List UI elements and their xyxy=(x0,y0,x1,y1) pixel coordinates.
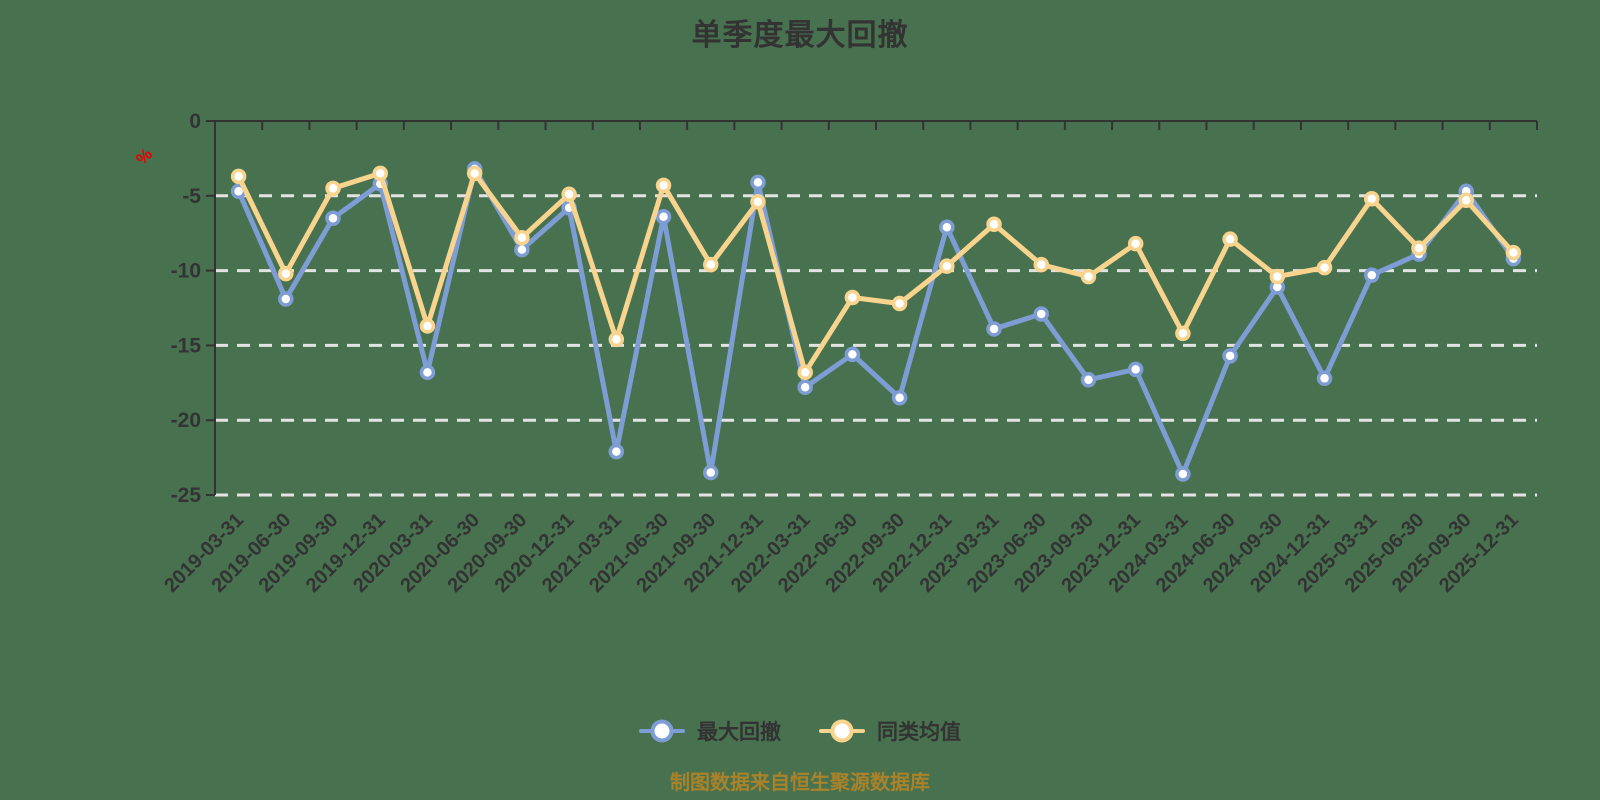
y-axis-label: -10 xyxy=(171,260,201,283)
data-point-marker[interactable] xyxy=(1269,268,1286,285)
data-point-marker[interactable] xyxy=(466,165,483,182)
data-point-marker[interactable] xyxy=(514,241,530,258)
data-point-marker[interactable] xyxy=(891,295,908,312)
data-point-marker[interactable] xyxy=(325,210,341,226)
data-point-marker[interactable] xyxy=(844,289,861,306)
data-point-marker[interactable] xyxy=(372,165,388,182)
data-point-marker[interactable] xyxy=(797,364,813,381)
data-point-marker[interactable] xyxy=(844,346,861,363)
y-axis-label: -15 xyxy=(171,334,202,357)
data-point-marker[interactable] xyxy=(655,208,672,225)
data-point-marker[interactable] xyxy=(561,186,577,203)
series-line-0 xyxy=(236,166,1516,477)
data-point-marker[interactable] xyxy=(1364,191,1380,207)
data-source-note: 制图数据来自恒生聚源数据库 xyxy=(670,772,930,794)
data-point-marker[interactable] xyxy=(1411,240,1427,256)
chart-title: 单季度最大回撤 xyxy=(691,19,909,52)
data-point-marker[interactable] xyxy=(608,443,625,460)
data-point-marker[interactable] xyxy=(1222,231,1238,247)
data-point-marker[interactable] xyxy=(608,331,625,348)
data-point-marker[interactable] xyxy=(419,364,436,381)
data-point-marker[interactable] xyxy=(514,229,530,246)
data-point-marker[interactable] xyxy=(939,258,955,274)
data-point-marker[interactable] xyxy=(1175,466,1191,482)
data-point-marker[interactable] xyxy=(278,265,294,282)
data-point-marker[interactable] xyxy=(1458,192,1474,209)
data-point-marker[interactable] xyxy=(750,194,766,210)
legend-item-max-drawdown[interactable]: 最大回撤 xyxy=(639,716,781,746)
data-point-marker[interactable] xyxy=(655,177,672,194)
data-point-marker[interactable] xyxy=(703,464,719,481)
data-point-marker[interactable] xyxy=(986,216,1002,232)
data-point-marker[interactable] xyxy=(703,256,719,273)
data-point-marker[interactable] xyxy=(1033,256,1049,273)
data-point-marker[interactable] xyxy=(797,379,813,396)
y-axis-label: -20 xyxy=(171,409,201,432)
y-axis-label: 0 xyxy=(189,110,201,133)
legend-label-max-drawdown: 最大回撤 xyxy=(697,721,781,744)
line-circle-marker-icon xyxy=(639,719,685,743)
data-point-marker[interactable] xyxy=(1316,370,1333,387)
data-point-marker[interactable] xyxy=(1080,372,1097,388)
data-point-marker[interactable] xyxy=(1316,259,1333,276)
data-point-marker[interactable] xyxy=(1175,325,1191,342)
data-point-marker[interactable] xyxy=(939,219,955,235)
data-point-marker[interactable] xyxy=(1222,348,1238,364)
data-point-marker[interactable] xyxy=(1033,306,1049,322)
data-point-marker[interactable] xyxy=(278,291,294,307)
legend-item-category-average[interactable]: 同类均值 xyxy=(819,716,961,746)
y-axis-label: -5 xyxy=(182,185,201,208)
data-point-marker[interactable] xyxy=(891,390,908,406)
data-point-marker[interactable] xyxy=(1364,267,1380,283)
legend: 最大回撤 同类均值 xyxy=(0,716,1600,746)
data-point-marker[interactable] xyxy=(1080,268,1097,285)
line-circle-marker-icon xyxy=(819,719,865,743)
data-point-marker[interactable] xyxy=(1505,244,1522,261)
data-point-marker[interactable] xyxy=(1127,235,1144,252)
data-point-marker[interactable] xyxy=(1127,361,1144,378)
data-point-marker[interactable] xyxy=(325,180,341,197)
data-point-marker[interactable] xyxy=(750,174,766,191)
y-axis-label: -25 xyxy=(171,484,202,507)
data-point-marker[interactable] xyxy=(986,321,1002,337)
data-point-marker[interactable] xyxy=(230,168,247,185)
series-line-1 xyxy=(236,170,1516,375)
data-point-marker[interactable] xyxy=(419,318,436,334)
legend-label-category-average: 同类均值 xyxy=(877,721,961,744)
